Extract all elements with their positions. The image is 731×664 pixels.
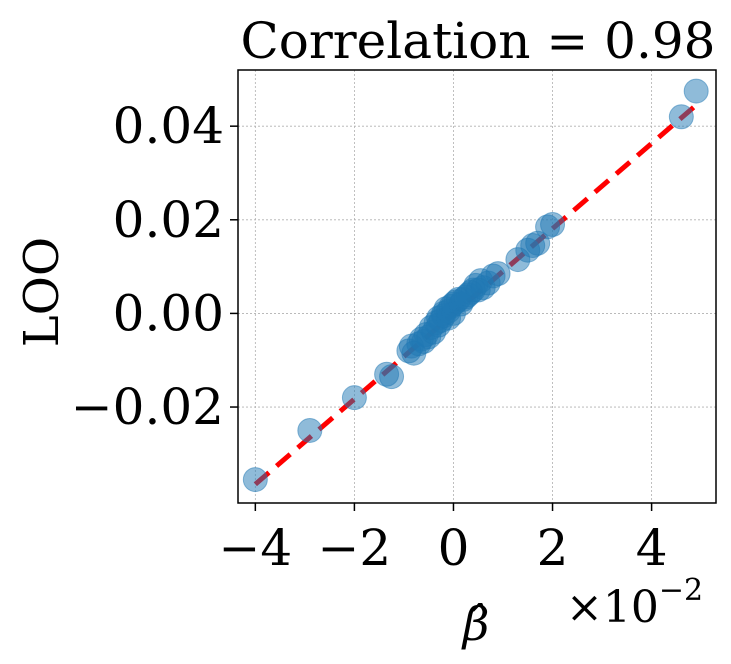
- grid: [238, 70, 716, 503]
- x-tick-label: −2: [318, 519, 392, 577]
- plot-frame: [237, 69, 717, 504]
- x-axis-multiplier: ×10−2: [566, 573, 703, 633]
- y-tick-label: 0.02: [113, 191, 224, 249]
- x-axis-label: β̂: [461, 597, 490, 651]
- data-point: [242, 467, 268, 493]
- x-multiplier-exponent: −2: [659, 573, 703, 608]
- y-tick-label: 0.04: [113, 97, 224, 155]
- x-multiplier-base: ×10: [566, 582, 659, 633]
- x-tick-label: 4: [636, 519, 668, 577]
- y-ticks: −0.02 0.00 0.02 0.04: [71, 97, 238, 436]
- data-point: [379, 364, 405, 390]
- data-point: [683, 78, 709, 104]
- x-tick-label: 2: [537, 519, 569, 577]
- data-point: [485, 261, 511, 287]
- data-point: [668, 104, 694, 130]
- x-tick-label: −4: [218, 519, 292, 577]
- y-axis-label: LOO: [14, 237, 70, 348]
- chart-title: Correlation = 0.98: [241, 12, 716, 70]
- svg-text:×10−2: ×10−2: [566, 573, 703, 633]
- axes: [237, 69, 717, 504]
- data-point: [297, 417, 323, 443]
- data-point: [341, 385, 367, 411]
- y-tick-label: −0.02: [71, 378, 224, 436]
- data-points: [242, 78, 709, 493]
- x-tick-label: 0: [438, 519, 470, 577]
- y-tick-label: 0.00: [113, 284, 224, 342]
- data-point: [540, 211, 566, 237]
- x-ticks: −4 −2 0 2 4: [218, 503, 668, 577]
